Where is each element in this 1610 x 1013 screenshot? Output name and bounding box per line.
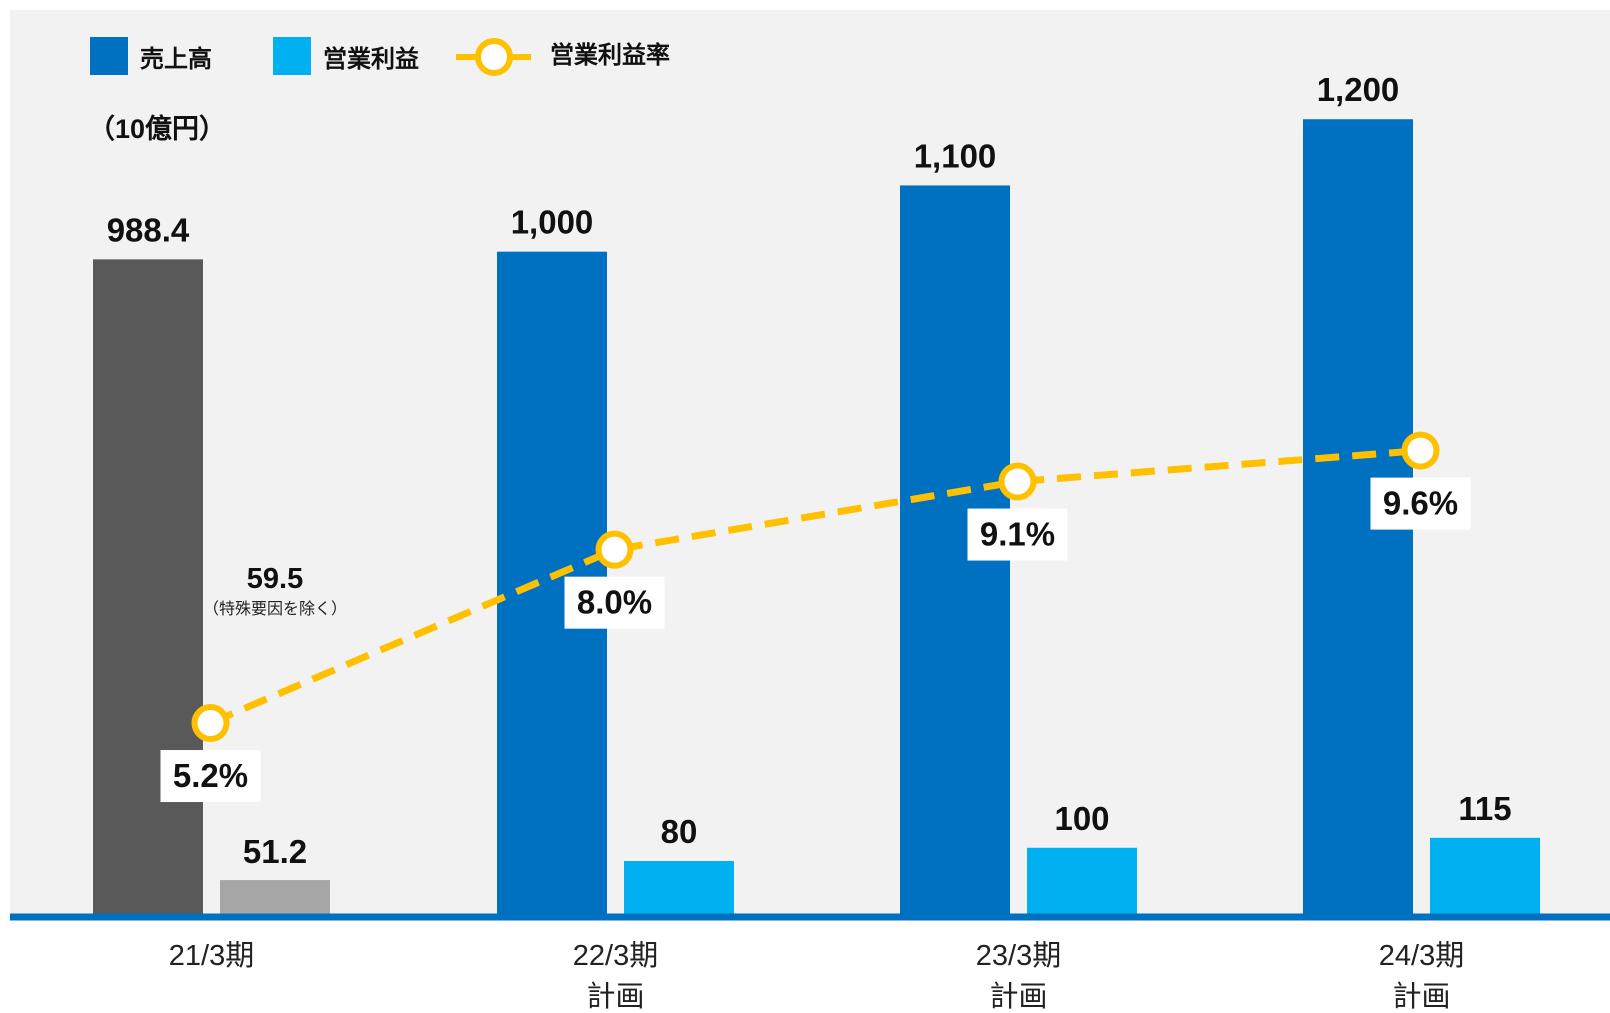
category-sublabel-2: 計画 (989, 980, 1047, 1013)
rate-label-box-3 (1370, 477, 1471, 530)
rate-label-1: 8.0% (577, 584, 652, 621)
rate-label-2: 9.1% (980, 516, 1055, 553)
category-label-1: 22/3期 (573, 940, 658, 972)
rate-line-path (209, 447, 1421, 727)
legend-label-2: 営業利益率 (550, 41, 670, 69)
rate-marker-3 (1401, 431, 1440, 470)
bar-1-3 (1430, 837, 1540, 914)
rate-line: 5.2% 8.0% 9.1% 9.6% (160, 431, 1471, 803)
bar-label-0-1: 1,000 (511, 204, 594, 241)
legend-swatch-0 (90, 37, 128, 75)
category-sublabel-1: 計画 (586, 980, 644, 1013)
bar-0-0 (93, 259, 203, 915)
category-label-2: 23/3期 (976, 940, 1061, 972)
rate-marker-0 (191, 704, 230, 743)
rate-label-box-1 (564, 576, 665, 629)
bar-1-2 (1027, 847, 1137, 914)
category-label-3: 24/3期 (1379, 940, 1464, 972)
annotation-note-0: （特殊要因を除く） (203, 600, 347, 618)
legend-label-1: 営業利益 (323, 45, 419, 73)
annotation-value-0: 59.5 (247, 563, 303, 595)
bar-label-0-2: 1,100 (914, 137, 997, 174)
category-sublabel-3: 計画 (1392, 980, 1450, 1013)
bar-label-1-1: 80 (661, 813, 698, 850)
category-label-0: 21/3期 (169, 940, 254, 972)
bar-1-0 (220, 880, 330, 914)
rate-label-box-0 (160, 750, 261, 803)
bar-1-1 (624, 861, 734, 914)
rate-label-0: 5.2% (173, 757, 248, 794)
bar-label-0-3: 1,200 (1317, 71, 1400, 108)
rate-label-3: 9.6% (1383, 485, 1458, 522)
legend-marker-2 (475, 38, 513, 76)
legend: 売上高 営業利益 営業利益率 (90, 37, 670, 76)
bar-label-1-3: 115 (1458, 790, 1511, 827)
bar-label-1-0: 51.2 (243, 833, 307, 870)
rate-marker-2 (998, 462, 1037, 501)
bar-label-1-2: 100 (1054, 800, 1109, 837)
legend-swatch-1 (273, 37, 311, 75)
bar-label-0-0: 988.4 (107, 211, 190, 248)
rate-marker-1 (595, 530, 634, 569)
unit-label: （10億円） (88, 114, 226, 144)
legend-label-0: 売上高 (140, 45, 212, 73)
rate-label-box-2 (967, 508, 1068, 561)
